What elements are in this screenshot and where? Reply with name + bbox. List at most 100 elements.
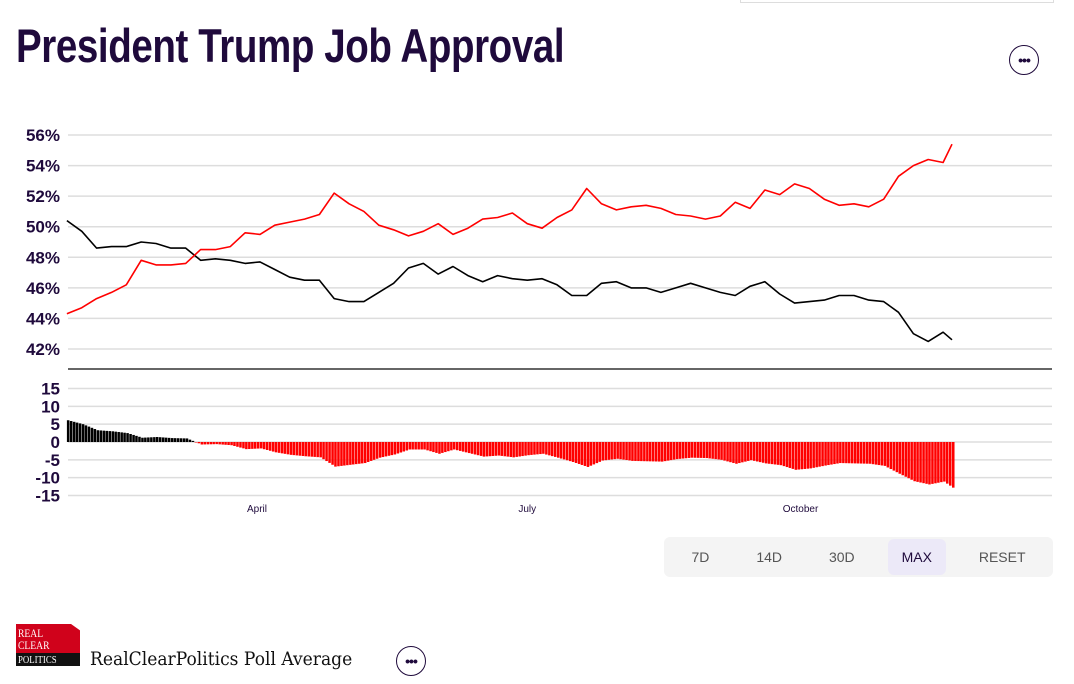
spread-bar: [87, 426, 91, 442]
spread-bar: [830, 442, 833, 465]
spread-bar: [129, 434, 132, 442]
page-title: President Trump Job Approval: [16, 19, 565, 72]
spread-bar: [221, 442, 224, 445]
spread-bar: [313, 442, 316, 457]
spread-bar: [803, 442, 807, 469]
spread-bar: [283, 442, 287, 454]
spread-bar: [862, 442, 866, 464]
spread-bar: [631, 442, 634, 461]
spread-bar: [170, 438, 174, 442]
spread-bar: [779, 442, 783, 466]
spread-bar: [494, 442, 498, 456]
spread-bar: [871, 442, 875, 465]
range-max-button[interactable]: MAX: [887, 539, 946, 575]
spread-bar: [788, 442, 792, 468]
spread-bar: [565, 442, 569, 461]
spread-bar: [931, 442, 934, 484]
spread-bar: [773, 442, 777, 465]
spread-bar: [515, 442, 518, 457]
y-tick-label: 44%: [26, 309, 60, 328]
spread-bar: [369, 442, 373, 461]
spread-bar: [215, 442, 218, 445]
range-7d-button[interactable]: 7D: [691, 549, 710, 565]
spread-bar: [767, 442, 771, 464]
reset-button[interactable]: RESET: [978, 549, 1026, 565]
spread-bar: [503, 442, 507, 457]
spread-bar: [907, 442, 910, 479]
spread-bar: [114, 431, 117, 442]
spread-bar: [577, 442, 581, 464]
spread-bar: [123, 432, 126, 442]
range-30d-button[interactable]: 30D: [828, 549, 855, 565]
spread-bar: [940, 442, 943, 483]
spread-bar: [530, 442, 533, 455]
chart-options-button[interactable]: •••: [1009, 45, 1039, 75]
spread-bar: [898, 442, 902, 474]
spread-bar: [381, 442, 385, 458]
spread-bar: [432, 442, 435, 453]
spread-bar: [539, 442, 542, 455]
spread-bar: [147, 437, 150, 442]
spread-bar: [150, 437, 153, 442]
spread-bar: [268, 442, 272, 451]
spread-bar: [580, 442, 584, 465]
spread-bar: [868, 442, 872, 464]
spread-bar: [337, 442, 340, 467]
spread-bar: [159, 437, 162, 442]
spread-bar: [592, 442, 596, 465]
spread-bar: [574, 442, 578, 463]
spread-bar: [277, 442, 281, 453]
spread-bar: [319, 442, 322, 458]
spread-bar: [545, 442, 548, 455]
spread-bar: [417, 442, 420, 450]
spread-bar: [316, 442, 319, 458]
spread-bar: [450, 442, 453, 451]
spread-bar: [360, 442, 364, 464]
spread-bar: [438, 442, 441, 454]
spread-bar: [949, 442, 952, 486]
spread-bar: [105, 430, 109, 442]
spread-bar: [702, 442, 706, 458]
source-options-button[interactable]: •••: [396, 646, 426, 676]
spread-bar: [197, 442, 201, 444]
spread-bar: [589, 442, 593, 466]
spread-bar: [194, 442, 198, 443]
spread-bar: [260, 442, 263, 449]
spread-bar: [93, 429, 97, 442]
spread-bar: [176, 438, 180, 442]
spread-bar: [203, 442, 207, 445]
spread-bar: [607, 442, 611, 460]
spread-bar: [883, 442, 887, 466]
spread-bar: [726, 442, 729, 462]
spread-bar: [922, 442, 925, 484]
spread-bar: [643, 442, 646, 462]
spread-bar: [500, 442, 504, 456]
spread-bar: [444, 442, 447, 453]
spread-bar: [156, 437, 159, 442]
spread-bar: [426, 442, 429, 451]
range-14d-button[interactable]: 14D: [756, 549, 782, 565]
spread-bar: [126, 433, 129, 442]
spread-bar: [479, 442, 483, 456]
spread-bar: [286, 442, 290, 455]
spread-bar: [242, 442, 245, 449]
spread-bar: [571, 442, 575, 462]
spread-bar: [684, 442, 688, 459]
spread-bar: [69, 421, 73, 442]
spread-bar: [274, 442, 278, 453]
spread-bar: [453, 442, 456, 450]
spread-bar: [753, 442, 756, 461]
spread-bar: [848, 442, 851, 464]
spread-bar: [800, 442, 804, 470]
spread-bar: [536, 442, 539, 455]
spread-bar: [554, 442, 557, 457]
spread-bar: [568, 442, 572, 462]
spread-bar: [756, 442, 759, 462]
spread-bar: [239, 442, 242, 448]
spread-bar: [310, 442, 314, 457]
spread-bar: [485, 442, 489, 457]
spread-bar: [669, 442, 673, 461]
spread-bar: [185, 438, 189, 442]
spread-bar: [758, 442, 762, 463]
spread-bar: [628, 442, 631, 461]
